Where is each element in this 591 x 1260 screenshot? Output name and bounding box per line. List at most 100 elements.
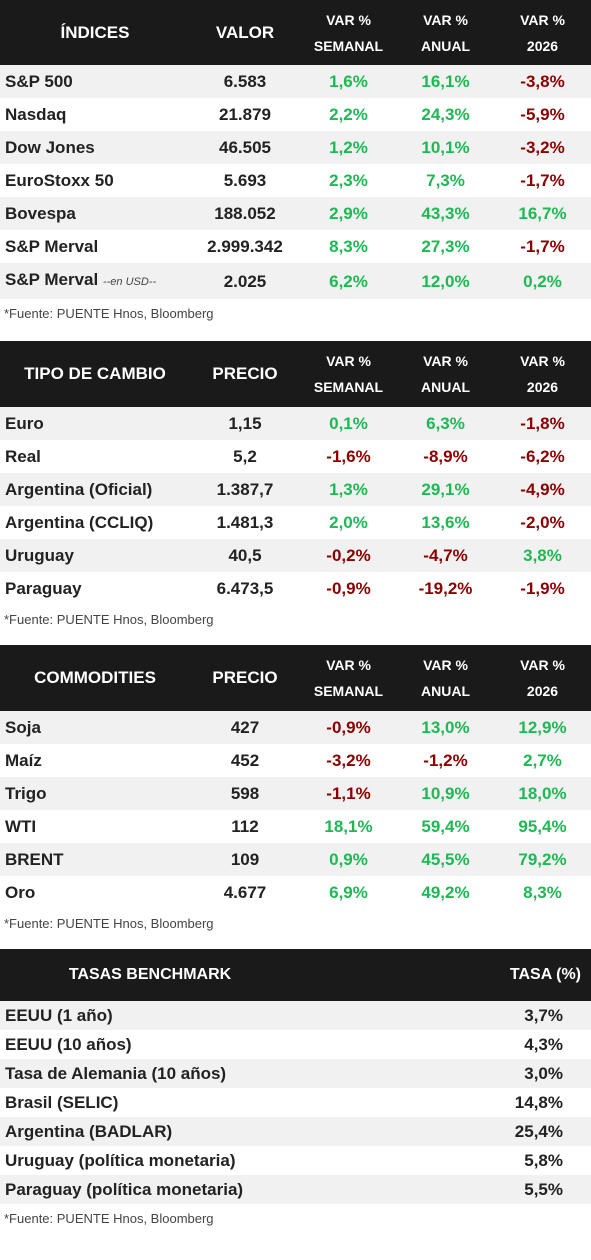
row-note: --en USD-- <box>102 276 157 288</box>
row-var-anual: -19,2% <box>418 579 473 598</box>
table-row: EEUU (1 año) 3,7% <box>0 1001 591 1030</box>
row-var-anual: -4,7% <box>423 546 468 565</box>
rates-body: EEUU (1 año) 3,7% EEUU (10 años) 4,3% Tasa d… <box>0 1001 591 1204</box>
rate-name: Uruguay (política monetaria) <box>5 1151 236 1170</box>
row-var-2026: 16,7% <box>518 204 567 223</box>
row-var-2026: -1,7% <box>520 171 565 190</box>
row-name: Real <box>5 447 41 466</box>
row-var-2026: 18,0% <box>518 784 567 803</box>
row-value: 109 <box>230 850 260 869</box>
header-indices: ÍNDICES <box>60 22 130 42</box>
commodities-section: COMMODITIES PRECIO VAR % SEMANAL VAR % ANU… <box>0 645 591 942</box>
row-value: 1.481,3 <box>216 513 274 532</box>
header-precio: PRECIO <box>212 668 278 687</box>
row-var-2026: 2,7% <box>523 751 562 770</box>
row-var-2026: -3,2% <box>520 138 565 157</box>
row-name: Nasdaq <box>5 105 67 124</box>
table-row: Argentina (Oficial) 1.387,7 1,3% 29,1% -4,9% <box>0 473 591 506</box>
rates-table: TASAS BENCHMARK TASA (%) EEUU (1 año) 3,7… <box>0 949 591 1204</box>
row-name: EuroStoxx 50 <box>5 171 114 190</box>
row-var-2026: -1,7% <box>520 237 565 256</box>
indices-table: ÍNDICES VALOR VAR % SEMANAL VAR % ANUAL VA… <box>0 0 591 299</box>
rate-value: 5,8% <box>524 1151 563 1170</box>
row-value: 40,5 <box>228 546 262 565</box>
table-row: Maíz 452 -3,2% -1,2% 2,7% <box>0 744 591 777</box>
header-var-anual: VAR % ANUAL <box>421 11 470 54</box>
row-var-2026: 0,2% <box>523 271 562 291</box>
row-var-2026: 79,2% <box>518 850 567 869</box>
row-var-anual: 49,2% <box>421 883 470 902</box>
row-var-2026: -5,9% <box>520 105 565 124</box>
row-name: Euro <box>5 414 44 433</box>
rate-name: Paraguay (política monetaria) <box>5 1180 244 1199</box>
row-var-semanal: -0,2% <box>326 546 371 565</box>
row-value: 112 <box>231 817 259 836</box>
table-row: S&P Merval 2.999.342 8,3% 27,3% -1,7% <box>0 230 591 263</box>
row-value: 1,15 <box>228 414 262 433</box>
row-name: S&P Merval --en USD-- <box>5 270 157 289</box>
rate-value: 4,3% <box>524 1035 563 1054</box>
row-value: 6.473,5 <box>216 579 274 598</box>
row-var-anual: 13,6% <box>421 513 470 532</box>
row-value: 452 <box>230 751 260 770</box>
rate-value: 14,8% <box>514 1093 563 1112</box>
row-var-semanal: 2,9% <box>329 204 368 223</box>
row-var-semanal: 2,3% <box>329 171 368 190</box>
row-var-anual: 27,3% <box>421 237 470 256</box>
row-var-semanal: 1,2% <box>329 138 368 157</box>
header-var-2026: VAR % 2026 <box>520 353 565 395</box>
fx-table: TIPO DE CAMBIO PRECIO VAR % SEMANAL VAR %… <box>0 341 591 605</box>
table-row: Argentina (CCLIQ) 1.481,3 2,0% 13,6% -2,0% <box>0 506 591 539</box>
table-row: Uruguay (política monetaria) 5,8% <box>0 1146 591 1175</box>
rate-name: EEUU (1 año) <box>5 1006 113 1025</box>
row-value: 188.052 <box>214 204 276 223</box>
header-tasas-benchmark: TASAS BENCHMARK <box>68 966 232 983</box>
row-var-2026: 12,9% <box>518 718 567 737</box>
row-var-anual: 29,1% <box>421 480 470 499</box>
header-commodities: COMMODITIES <box>34 668 156 687</box>
row-name: BRENT <box>5 850 64 869</box>
row-name: S&P Merval <box>5 237 99 256</box>
table-row: Brasil (SELIC) 14,8% <box>0 1088 591 1117</box>
row-var-2026: -4,9% <box>520 480 565 499</box>
row-name: Maíz <box>5 751 42 770</box>
row-var-anual: 45,5% <box>421 850 470 869</box>
row-var-anual: -1,2% <box>423 751 468 770</box>
row-var-semanal: -3,2% <box>326 751 371 770</box>
commodities-header-row: COMMODITIES PRECIO VAR % SEMANAL VAR % ANU… <box>0 645 591 711</box>
fx-section: TIPO DE CAMBIO PRECIO VAR % SEMANAL VAR %… <box>0 341 591 638</box>
row-var-2026: 95,4% <box>518 817 567 836</box>
header-tipo-de-cambio: TIPO DE CAMBIO <box>24 364 166 383</box>
indices-body: S&P 500 6.583 1,6% 16,1% -3,8% Nasdaq 21.879 2,… <box>0 65 591 299</box>
row-var-semanal: 0,1% <box>329 414 368 433</box>
row-name: S&P 500 <box>5 72 73 91</box>
row-var-semanal: 6,9% <box>329 883 368 902</box>
header-precio: PRECIO <box>212 364 278 383</box>
row-var-semanal: 8,3% <box>329 237 368 256</box>
row-name: Uruguay <box>5 546 74 565</box>
row-var-anual: 12,0% <box>421 271 470 291</box>
header-var-semanal: VAR % SEMANAL <box>313 353 384 395</box>
row-var-semanal: 0,9% <box>329 850 368 869</box>
table-row: Tasa de Alemania (10 años) 3,0% <box>0 1059 591 1088</box>
row-name: Paraguay <box>5 579 82 598</box>
table-row: Oro 4.677 6,9% 49,2% 8,3% <box>0 876 591 909</box>
fx-header-row: TIPO DE CAMBIO PRECIO VAR % SEMANAL VAR %… <box>0 341 591 407</box>
header-valor: VALOR <box>215 22 275 42</box>
table-row: BRENT 109 0,9% 45,5% 79,2% <box>0 843 591 876</box>
row-var-2026: 8,3% <box>523 883 562 902</box>
table-row: Uruguay 40,5 -0,2% -4,7% 3,8% <box>0 539 591 572</box>
row-value: 4.677 <box>223 883 267 902</box>
rate-value: 5,5% <box>524 1180 563 1199</box>
table-row: Bovespa 188.052 2,9% 43,3% 16,7% <box>0 197 591 230</box>
table-row: Nasdaq 21.879 2,2% 24,3% -5,9% <box>0 98 591 131</box>
row-var-semanal: -0,9% <box>326 718 371 737</box>
table-row: Paraguay 6.473,5 -0,9% -19,2% -1,9% <box>0 572 591 605</box>
row-var-anual: 24,3% <box>421 105 470 124</box>
table-row: EuroStoxx 50 5.693 2,3% 7,3% -1,7% <box>0 164 591 197</box>
header-var-anual: VAR % ANUAL <box>421 353 470 395</box>
row-name: Soja <box>5 718 41 737</box>
table-row: Dow Jones 46.505 1,2% 10,1% -3,2% <box>0 131 591 164</box>
rate-value: 3,0% <box>524 1064 563 1083</box>
row-var-2026: -6,2% <box>520 447 565 466</box>
